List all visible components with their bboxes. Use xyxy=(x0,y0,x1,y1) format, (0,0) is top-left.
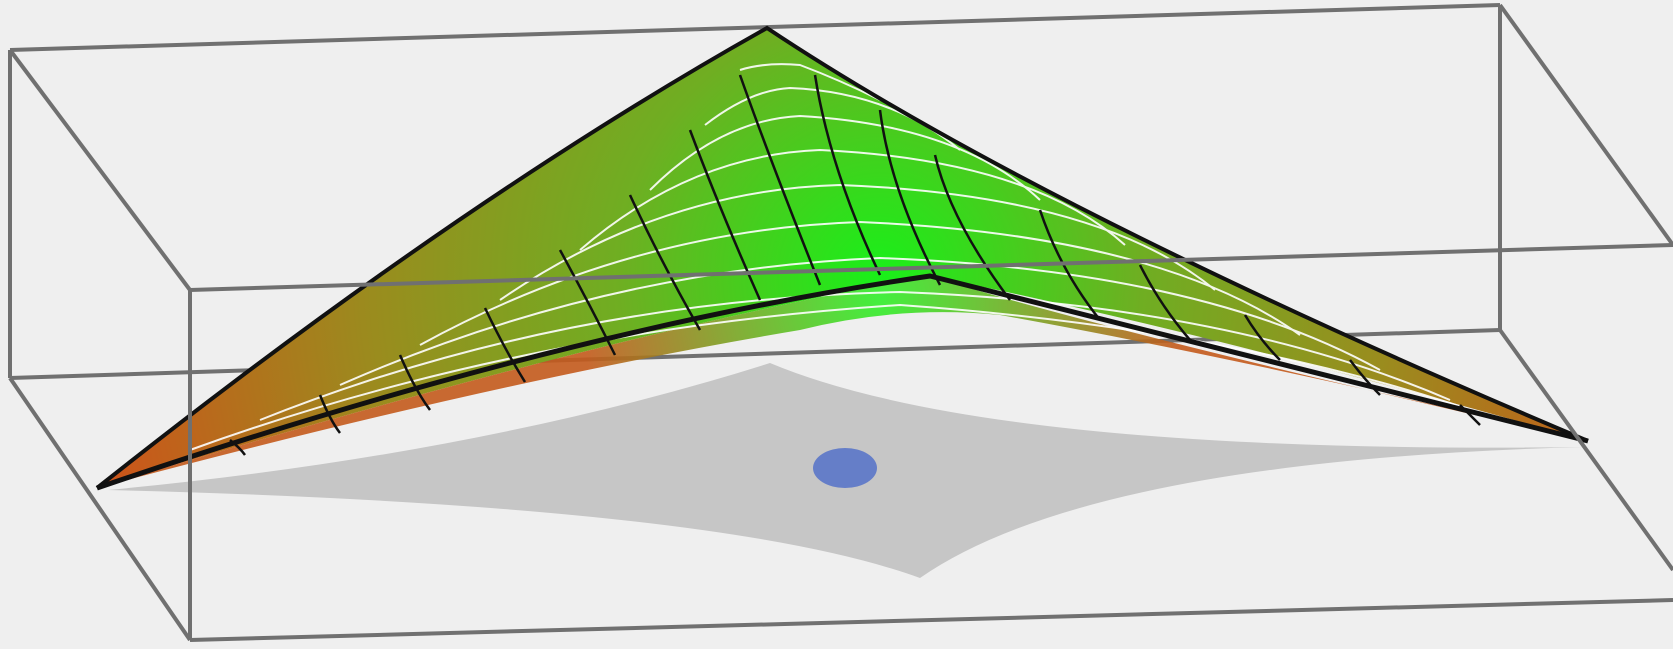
box-edge xyxy=(1498,3,1673,247)
mesh-lines xyxy=(229,74,1481,456)
surface-front-edge xyxy=(96,273,1589,491)
box-edge xyxy=(1498,328,1673,572)
contour-lines xyxy=(189,63,1501,451)
box-edge xyxy=(189,598,1673,642)
box-edge xyxy=(189,243,1673,292)
saddle-surface xyxy=(95,25,1589,491)
box-edge xyxy=(8,48,192,292)
bounding-box-front xyxy=(8,3,1673,642)
box-edge xyxy=(9,3,1501,52)
surface-back-edge xyxy=(95,25,1589,490)
box-edge xyxy=(8,376,192,642)
projected-point xyxy=(813,448,877,488)
